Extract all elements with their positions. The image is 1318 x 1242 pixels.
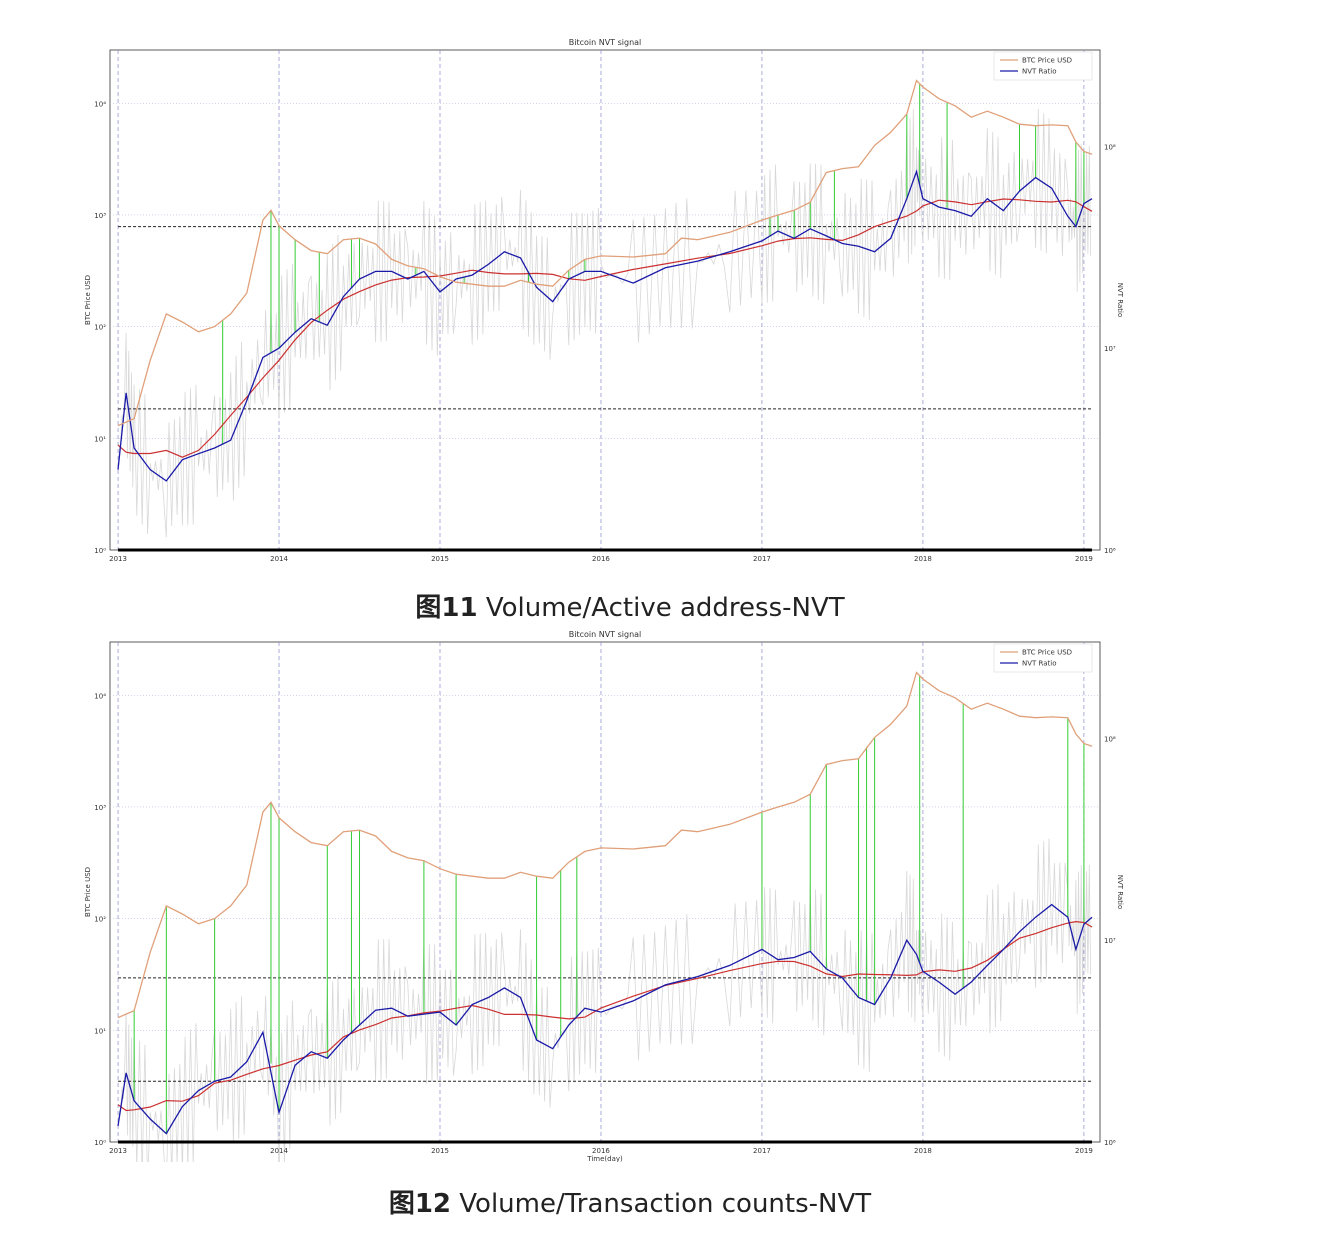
x-tick-label: 2019 [1075,1147,1093,1155]
x-tick-label: 2014 [270,1147,288,1155]
y2-tick-label: 10⁶ [1104,1139,1116,1147]
nvt-moving-average-line [117,198,1093,458]
btc-price-line [117,671,1093,1019]
y-axis-title: BTC Price USD [84,867,92,917]
y-tick-label: 10⁴ [94,692,106,700]
figure-11-number: 图11 [415,593,478,623]
nvt-moving-average-line [117,920,1093,1112]
x-tick-label: 2013 [109,1147,127,1155]
nvt-ratio-line [117,903,1093,1135]
btc-price-line [117,79,1093,427]
y-tick-label: 10⁰ [94,547,106,555]
figure-11-caption: 图11 Volume/Active address-NVT [0,587,1260,624]
y2-tick-label: 10⁷ [1104,937,1116,945]
x-tick-label: 2016 [592,1147,610,1155]
y-tick-label: 10¹ [94,435,106,443]
y2-tick-label: 10⁸ [1104,143,1116,151]
y-tick-label: 10¹ [94,1027,106,1035]
y2-tick-label: 10⁷ [1104,345,1116,353]
nvt-ratio-line [117,169,1093,482]
chart-title: Bitcoin NVT signal [569,38,642,47]
x-tick-label: 2017 [753,555,771,563]
plot-area [109,49,1101,551]
y-tick-label: 10³ [94,804,106,812]
x-tick-label: 2016 [592,555,610,563]
legend-box [993,51,1093,81]
plot-area [109,641,1101,1143]
y-axis-title: BTC Price USD [84,275,92,325]
y-tick-label: 10² [94,324,106,332]
x-axis-title: Time(day) [586,1155,623,1162]
figure-12-caption: 图12 Volume/Transaction counts-NVT [0,1183,1260,1220]
y2-axis-title: NVT Ratio [1116,875,1124,910]
figure-12-number: 图12 [388,1189,452,1219]
figure-12-text: Volume/Transaction counts-NVT [451,1189,872,1219]
y-tick-label: 10⁴ [94,100,106,108]
y2-tick-label: 10⁸ [1104,735,1116,743]
figure-12-svg: 2013 2014 2015 2016 2017 2018 2019 10⁰ 10¹ 10² 10³… [84,630,1124,1162]
y-tick-label: 10⁰ [94,1139,106,1147]
x-tick-label: 2018 [914,1147,932,1155]
x-tick-label: 2017 [753,1147,771,1155]
legend-price-label: BTC Price USD [1022,57,1072,65]
legend-nvt-label: NVT Ratio [1022,68,1057,76]
y-tick-label: 10² [94,916,106,924]
x-tick-label: 2018 [914,555,932,563]
y2-axis-title: NVT Ratio [1116,283,1124,318]
figure-11-svg: 2013 2014 2015 2016 2017 2018 2019 10⁰ 10¹ 10² 10³… [84,38,1124,563]
x-tick-label: 2015 [431,555,449,563]
x-tick-label: 2013 [109,555,127,563]
legend-box [993,643,1093,673]
chart-title: Bitcoin NVT signal [569,630,642,639]
x-tick-label: 2019 [1075,555,1093,563]
y2-tick-label: 10⁶ [1104,547,1116,555]
figure-11-chart: 2013 2014 2015 2016 2017 2018 2019 10⁰ 10¹ 10² 10³… [80,30,1140,570]
legend-price-label: BTC Price USD [1022,649,1072,657]
figure-12-chart: 2013 2014 2015 2016 2017 2018 2019 10⁰ 10¹ 10² 10³… [80,622,1140,1162]
x-tick-label: 2015 [431,1147,449,1155]
legend-nvt-label: NVT Ratio [1022,660,1057,668]
figure-11-text: Volume/Active address-NVT [477,593,845,623]
x-tick-label: 2014 [270,555,288,563]
y-tick-label: 10³ [94,212,106,220]
